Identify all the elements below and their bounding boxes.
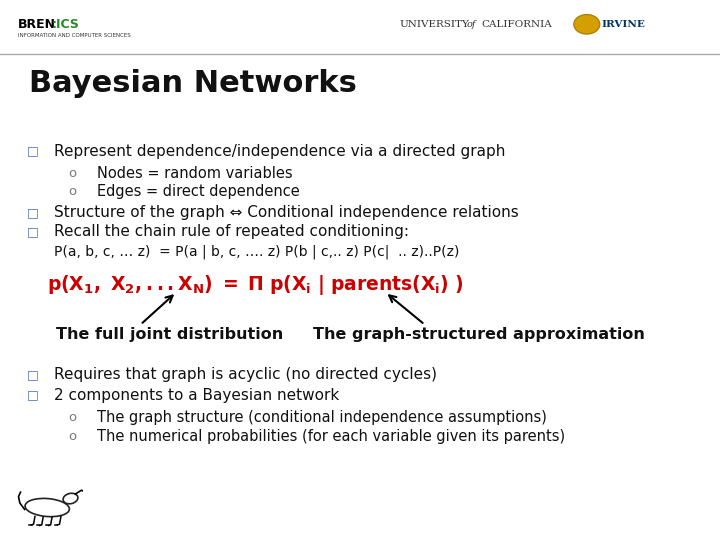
Text: o: o bbox=[68, 166, 76, 180]
Text: The full joint distribution: The full joint distribution bbox=[56, 327, 284, 342]
Text: Recall the chain rule of repeated conditioning:: Recall the chain rule of repeated condit… bbox=[54, 224, 409, 239]
Text: Represent dependence/independence via a directed graph: Represent dependence/independence via a … bbox=[54, 144, 505, 159]
Text: P(a, b, c, … z)  = P(a | b, c, …. z) P(b | c,.. z) P(c|  .. z)..P(z): P(a, b, c, … z) = P(a | b, c, …. z) P(b … bbox=[54, 244, 459, 259]
Text: BREN: BREN bbox=[18, 18, 56, 31]
Text: Requires that graph is acyclic (no directed cycles): Requires that graph is acyclic (no direc… bbox=[54, 367, 437, 382]
Text: CALIFORNIA: CALIFORNIA bbox=[481, 20, 552, 29]
Text: Bayesian Networks: Bayesian Networks bbox=[29, 69, 356, 98]
Text: □: □ bbox=[27, 389, 39, 402]
Text: :ICS: :ICS bbox=[52, 18, 80, 31]
Text: of: of bbox=[467, 20, 476, 29]
Text: The graph-structured approximation: The graph-structured approximation bbox=[313, 327, 645, 342]
Text: □: □ bbox=[27, 145, 39, 158]
Text: □: □ bbox=[27, 225, 39, 238]
Text: UNIVERSITY: UNIVERSITY bbox=[400, 20, 469, 29]
Text: o: o bbox=[68, 185, 76, 198]
Text: Nodes = random variables: Nodes = random variables bbox=[97, 166, 293, 180]
Text: INFORMATION AND COMPUTER SCIENCES: INFORMATION AND COMPUTER SCIENCES bbox=[18, 33, 131, 38]
Text: 2 components to a Bayesian network: 2 components to a Bayesian network bbox=[54, 388, 339, 403]
Text: IRVINE: IRVINE bbox=[601, 20, 645, 29]
Text: Edges = direct dependence: Edges = direct dependence bbox=[97, 184, 300, 199]
Text: The graph structure (conditional independence assumptions): The graph structure (conditional indepen… bbox=[97, 410, 547, 425]
Text: □: □ bbox=[27, 368, 39, 381]
Text: $\bf{p(X_1,\ X_{2},...X_N)\ =\ \Pi\ p(X_i\ |\ parents(X_i)\ )}$: $\bf{p(X_1,\ X_{2},...X_N)\ =\ \Pi\ p(X_… bbox=[47, 273, 463, 298]
Text: o: o bbox=[68, 411, 76, 424]
Text: Structure of the graph ⇔ Conditional independence relations: Structure of the graph ⇔ Conditional ind… bbox=[54, 205, 518, 220]
Text: The numerical probabilities (for each variable given its parents): The numerical probabilities (for each va… bbox=[97, 429, 565, 444]
Text: o: o bbox=[68, 430, 76, 443]
Text: □: □ bbox=[27, 206, 39, 219]
